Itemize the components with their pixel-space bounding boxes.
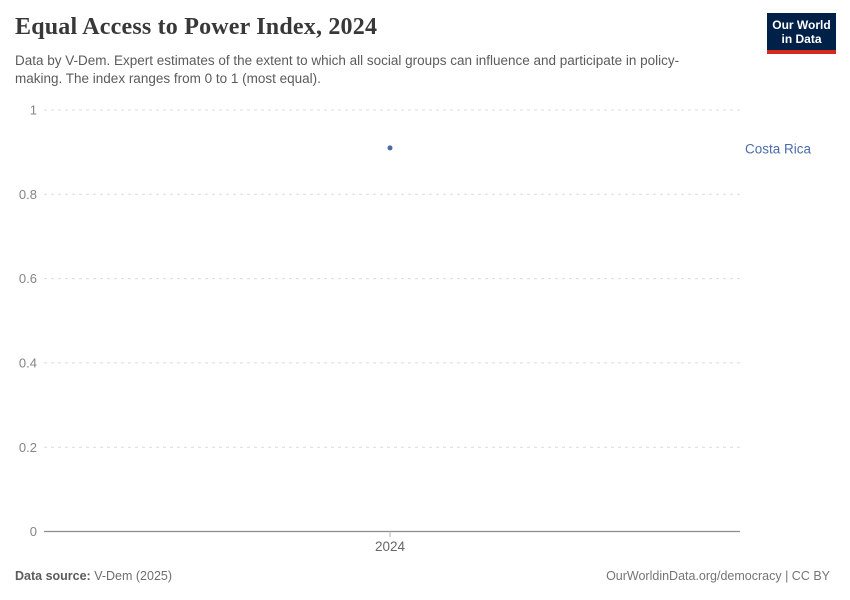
entity-label[interactable]: Costa Rica [745,142,812,157]
data-point[interactable] [387,145,393,151]
data-source-note: Data source: V-Dem (2025) [15,569,172,583]
owid-url-license-link[interactable]: OurWorldinData.org/democracy | CC BY [606,569,830,583]
y-tick-label: 0.2 [19,440,37,455]
owid-logo-text-line1: Our World [772,18,831,32]
data-source-value: V-Dem (2025) [90,569,173,583]
plot-area: 0 0.2 0.4 0.6 0.8 1 2024 Costa Rica [19,103,812,554]
chart-subtitle: Data by V-Dem. Expert estimates of the e… [15,53,680,87]
y-tick-label: 0 [30,524,37,539]
data-source-label: Data source: [15,569,91,583]
y-tick-label: 0.4 [19,355,37,370]
chart-title: Equal Access to Power Index, 2024 [15,14,378,40]
y-tick-label: 1 [30,103,37,118]
owid-logo-text-line2: in Data [781,32,822,47]
x-tick-label: 2024 [375,539,406,554]
y-tick-label: 0.6 [19,271,37,286]
chart-footer: Data source: V-Dem (2025) OurWorldinData… [15,569,830,583]
owid-logo[interactable]: Our World in Data [767,13,836,55]
y-tick-label: 0.8 [19,187,37,202]
